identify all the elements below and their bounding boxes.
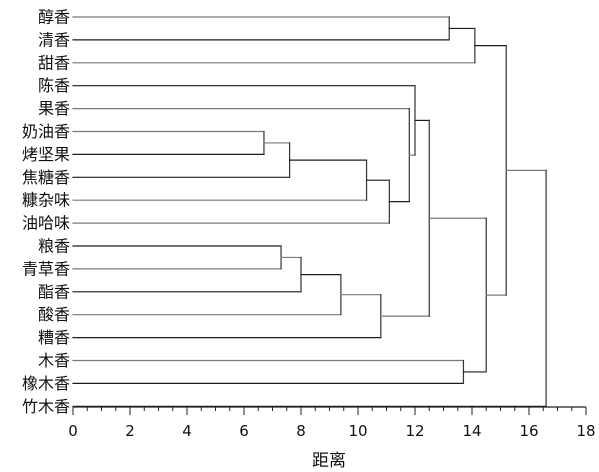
leaf-label: 焦糖香	[22, 168, 70, 187]
x-tick-label: 14	[462, 422, 481, 440]
x-tick-label: 6	[239, 422, 249, 440]
x-tick-label: 10	[348, 422, 367, 440]
leaf-label: 陈香	[38, 76, 70, 95]
x-tick-label: 2	[125, 422, 135, 440]
leaf-labels: 醇香清香甜香陈香果香奶油香烤坚果焦糖香糠杂味油哈味粮香青草香酯香酸香糟香木香橡木…	[22, 8, 70, 416]
x-tick-label: 4	[182, 422, 192, 440]
x-axis-title: 距离	[312, 451, 346, 471]
x-tick-label: 8	[296, 422, 306, 440]
leaf-label: 粮香	[38, 237, 70, 256]
x-tick-label: 18	[576, 422, 595, 440]
x-tick-label: 0	[68, 422, 78, 440]
leaf-label: 清香	[38, 30, 70, 49]
leaf-label: 醇香	[38, 8, 70, 27]
x-tick-label: 12	[405, 422, 424, 440]
leaf-label: 糟香	[38, 328, 70, 347]
leaf-label: 油哈味	[22, 214, 70, 233]
leaf-label: 烤坚果	[22, 145, 70, 164]
leaf-label: 木香	[38, 351, 70, 370]
leaf-label: 果香	[38, 99, 70, 118]
dendrogram-links	[72, 16, 547, 407]
leaf-label: 橡木香	[22, 374, 70, 393]
x-tick-label: 16	[519, 422, 538, 440]
x-axis: 0 2 4 6 8 10 12 14 16 18	[68, 406, 596, 440]
leaf-label: 竹木香	[22, 397, 70, 416]
leaf-label: 酯香	[38, 282, 70, 301]
leaf-label: 青草香	[22, 259, 70, 278]
leaf-label: 酸香	[38, 305, 70, 324]
leaf-label: 糠杂味	[22, 191, 70, 210]
leaf-label: 奶油香	[22, 122, 70, 141]
leaf-label: 甜香	[38, 53, 70, 72]
